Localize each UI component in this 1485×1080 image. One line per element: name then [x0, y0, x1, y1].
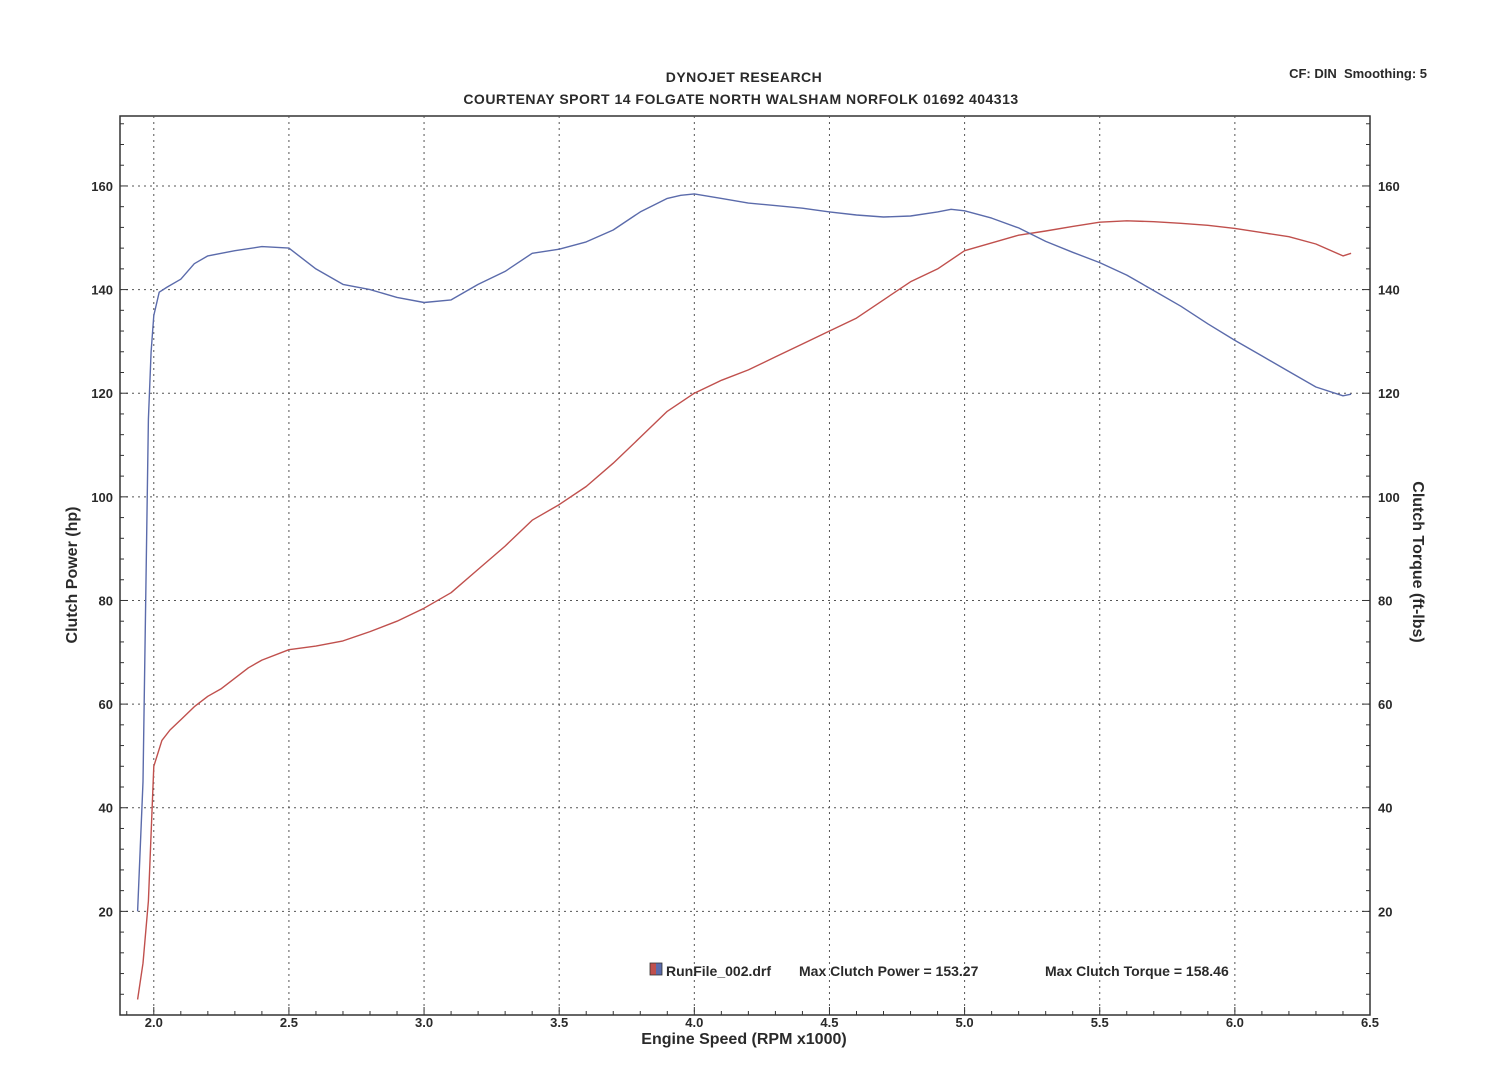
y-axis-right-title: Clutch Torque (ft-lbs)	[1409, 481, 1426, 642]
x-tick-label: 2.5	[280, 1015, 298, 1030]
y-right-tick-label: 40	[1378, 801, 1392, 816]
y-left-tick-label: 140	[91, 283, 113, 298]
series-line-clutch-power	[136, 220, 1352, 1000]
y-right-tick-label: 20	[1378, 904, 1392, 919]
series-lines	[136, 193, 1352, 1000]
x-tick-label: 6.0	[1226, 1015, 1244, 1030]
y-left-tick-label: 60	[99, 697, 113, 712]
legend: RunFile_002.drf Max Clutch Power = 153.2…	[649, 962, 1229, 979]
x-tick-label: 6.5	[1361, 1015, 1379, 1030]
y-axis-right-ticks: 20 40 60 80 100 120 140 160	[1362, 179, 1400, 919]
y-left-tick-label: 40	[99, 801, 113, 816]
y-left-tick-label: 20	[99, 904, 113, 919]
x-axis-title: Engine Speed (RPM x1000)	[641, 1031, 846, 1048]
y-left-tick-label: 160	[91, 179, 113, 194]
legend-swatch-power	[650, 963, 656, 975]
y-right-tick-label: 100	[1378, 490, 1400, 505]
legend-swatch-border	[649, 962, 663, 976]
y-right-tick-label: 160	[1378, 179, 1400, 194]
legend-run-file: RunFile_002.drf	[666, 963, 771, 979]
x-tick-label: 2.0	[145, 1015, 163, 1030]
x-tick-label: 4.0	[685, 1015, 703, 1030]
legend-swatch-torque	[656, 963, 662, 975]
chart-title: DYNOJET RESEARCH	[666, 69, 823, 85]
x-tick-label: 5.5	[1091, 1015, 1109, 1030]
plot-frame	[119, 115, 1371, 1016]
series-line-clutch-torque	[136, 193, 1352, 912]
y-axis-left-title: Clutch Power (hp)	[64, 507, 81, 644]
y-left-tick-label: 100	[91, 490, 113, 505]
x-tick-label: 4.5	[820, 1015, 838, 1030]
x-tick-label: 3.0	[415, 1015, 433, 1030]
x-axis-ticks: 2.0 2.5 3.0 3.5 4.0 4.5 5.0 5.5 6.0 6.5	[145, 1007, 1379, 1030]
y-right-tick-label: 80	[1378, 593, 1392, 608]
x-tick-label: 3.5	[550, 1015, 568, 1030]
x-tick-label: 5.0	[956, 1015, 974, 1030]
y-left-tick-label: 120	[91, 386, 113, 401]
y-right-tick-label: 60	[1378, 697, 1392, 712]
y-right-tick-label: 140	[1378, 283, 1400, 298]
y-right-tick-label: 120	[1378, 386, 1400, 401]
grid-lines	[120, 116, 1370, 1015]
y-left-tick-label: 80	[99, 593, 113, 608]
legend-max-power: Max Clutch Power = 153.27	[799, 963, 979, 979]
correction-factor-info: CF: DIN Smoothing: 5	[1289, 66, 1427, 81]
minor-ticks	[120, 123, 1370, 1015]
legend-max-torque: Max Clutch Torque = 158.46	[1045, 963, 1229, 979]
y-axis-left-ticks: 20 40 60 80 100 120 140 160	[91, 179, 128, 919]
chart-subtitle: COURTENAY SPORT 14 FOLGATE NORTH WALSHAM…	[463, 91, 1018, 107]
